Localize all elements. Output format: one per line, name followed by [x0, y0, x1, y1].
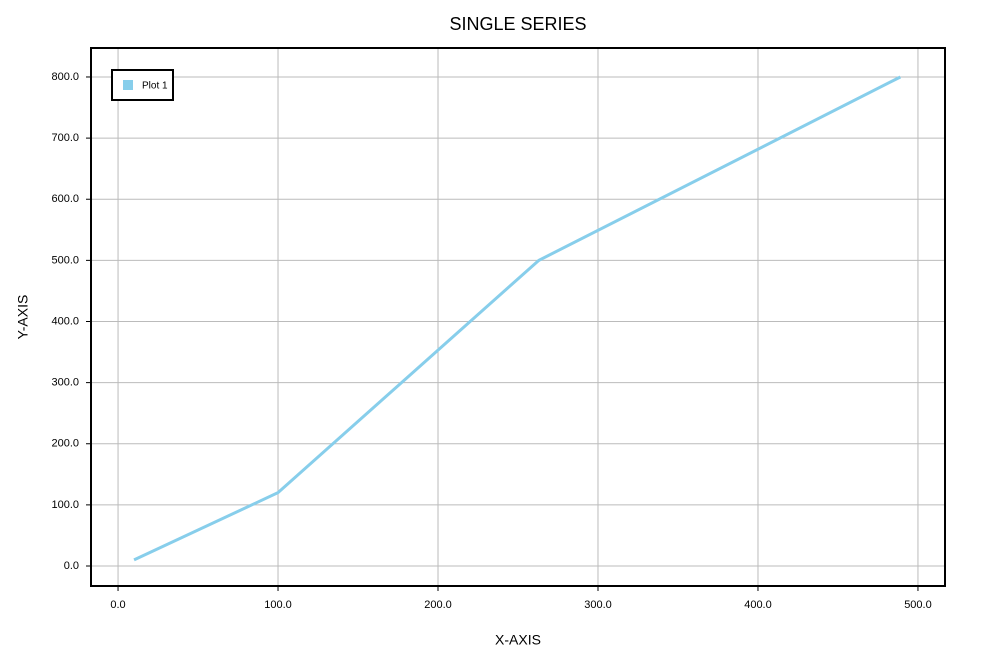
y-tick-label: 300.0: [51, 377, 79, 389]
y-tick-label: 0.0: [64, 560, 79, 572]
legend: Plot 1: [111, 69, 174, 101]
legend-frame: [111, 69, 174, 101]
y-axis-label: Y-AXIS: [15, 295, 31, 340]
y-tick-label: 600.0: [51, 193, 79, 205]
legend-label: Plot 1: [142, 81, 168, 92]
legend-swatch: [123, 80, 133, 90]
y-tick-label: 400.0: [51, 315, 79, 327]
x-tick-label: 500.0: [904, 599, 932, 611]
y-tick-label: 200.0: [51, 438, 79, 450]
x-tick-label: 0.0: [110, 599, 125, 611]
data-line: [133, 75, 902, 562]
y-tick-label: 800.0: [51, 71, 79, 83]
y-tick-label: 700.0: [51, 132, 79, 144]
x-tick-label: 200.0: [424, 599, 452, 611]
y-tick-label: 100.0: [51, 499, 79, 511]
y-tick-label: 500.0: [51, 254, 79, 266]
x-axis-label: X-AXIS: [495, 632, 541, 648]
chart-title: SINGLE SERIES: [449, 14, 586, 34]
x-tick-label: 100.0: [264, 599, 292, 611]
x-tick-label: 400.0: [744, 599, 772, 611]
plot-frame: [90, 47, 946, 587]
x-tick-label: 300.0: [584, 599, 612, 611]
